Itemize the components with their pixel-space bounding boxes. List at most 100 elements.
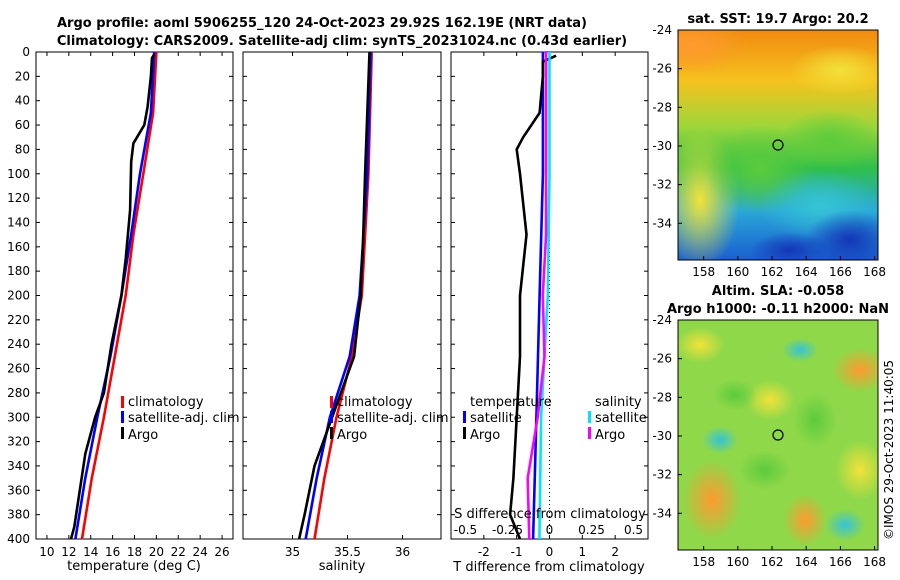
x-tick-label: 24 [193,545,208,559]
depth-tick-label: 20 [15,69,30,83]
depth-tick-label: 80 [15,142,30,156]
legend-label-satellite: satellite-adj. clim [128,411,240,426]
sst-map-title: sat. SST: 19.7 Argo: 20.2 [687,12,868,27]
depth-tick-label: 260 [7,362,30,376]
legend-label-s-satellite: satellite [595,411,647,426]
series-line-satellite-adj-clim [74,51,156,540]
temperature-plot: 10 12 14 16 18 20 22 24 26 [39,51,230,559]
legend-title-temperature: temperature [470,395,552,410]
map-y-tick-label: -30 [652,429,672,443]
legend-label-t-satellite: satellite [470,411,522,426]
series-line-climatology [80,51,158,540]
depth-tick-label: 380 [7,508,30,522]
sst-argo-marker [772,139,784,151]
legend-swatch-s-argo [588,427,591,439]
depth-tick-label: 240 [7,337,30,351]
temperature-legend: climatology satellite-adj. clim Argo [121,395,240,443]
sla-tick-labels: 158 160 162 164 166 168 -24 -26 -28 -30 -32 -34 [652,313,886,569]
series-line-temperature-argo [508,54,557,540]
legend-label-s-argo: Argo [595,428,625,443]
x-tick-label: 14 [83,545,98,559]
depth-tick-label: 360 [7,483,30,497]
map-x-tick-label: 168 [863,555,886,569]
x-tick-label: -1 [511,545,523,559]
depth-tick-label: 200 [7,289,30,303]
legend-swatch-satellite [121,411,124,423]
depth-tick-label: 60 [15,118,30,132]
legend-title-salinity: salinity [595,395,642,410]
map-x-tick-label: 158 [692,265,715,279]
legend-label-climatology: climatology [337,395,413,410]
map-x-tick-label: 168 [863,265,886,279]
x-tick-label: 2 [611,545,619,559]
map-y-tick-label: -34 [652,506,672,520]
series-line-argo [297,51,371,540]
map-x-tick-label: 164 [795,265,818,279]
depth-tick-label: 140 [7,215,30,229]
sla-heatmap [678,320,878,550]
x-tick-label: 20 [149,545,164,559]
x-tick-label: 18 [127,545,142,559]
legend-swatch-satellite [330,411,333,423]
depth-tick-label: 320 [7,435,30,449]
salinity-plot: 35 35.5 36 [285,51,410,559]
depth-tick-label: 300 [7,410,30,424]
map-y-tick-label: -32 [652,178,672,192]
legend-label-argo: Argo [337,428,367,443]
map-x-tick-label: 158 [692,555,715,569]
difference-x2label: S difference from climatology [454,507,646,522]
series-line-temperature-satellite [531,52,545,540]
legend-swatch-t-argo [463,427,466,439]
depth-tick-label: 0 [22,45,30,59]
depth-tick-label: 400 [7,532,30,546]
map-x-tick-label: 166 [829,555,852,569]
x-tick-label: 16 [105,545,120,559]
map-y-tick-label: -30 [652,139,672,153]
map-y-tick-label: -26 [652,352,672,366]
depth-tick-label: 220 [7,313,30,327]
x-tick-label: 0 [546,545,554,559]
depth-tick-label: 100 [7,167,30,181]
sst-tick-labels: 158 160 162 164 166 168 -24 -26 -28 -30 -32 -34 [652,23,886,279]
depth-tick-label: 180 [7,264,30,278]
legend-label-argo: Argo [128,428,158,443]
x-tick-label: 36 [395,545,410,559]
x-tick-label: 10 [39,545,54,559]
imos-credit: ©IMOS 29-Oct-2023 11:40:05 [882,360,896,540]
title-line-2: Climatology: CARS2009. Satellite-adj cli… [57,34,627,49]
depth-tick-label: 280 [7,386,30,400]
sla-map-title-2: Argo h1000: -0.11 h2000: NaN [667,302,889,317]
x-tick-label: 26 [214,545,229,559]
sla-argo-marker [772,429,784,441]
legend-label-climatology: climatology [128,395,204,410]
x2-tick-label: -0.5 [454,523,477,537]
x-tick-label: -2 [478,545,490,559]
legend-swatch-t-satellite [463,411,466,423]
x2-tick-label: 0 [546,523,554,537]
series-line-argo [69,53,156,540]
map-y-tick-label: -34 [652,216,672,230]
difference-plot: -0.5 -0.25 0 0.25 0.5-2 -1 0 1 2 [454,52,643,559]
salinity-xlabel: salinity [319,559,366,574]
sla-map-title-1: Altim. SLA: -0.058 [712,284,844,299]
map-x-tick-label: 162 [761,555,784,569]
legend-swatch-argo [121,427,124,439]
legend-swatch-climatology [330,396,333,408]
salinity-axes [242,51,442,540]
depth-tick-labels: 0 20 40 60 80 100 120 140 160 180 200 220 240 260 280 3… [7,45,648,546]
map-y-tick-label: -28 [652,390,672,404]
depth-tick-label: 340 [7,459,30,473]
legend-label-satellite: satellite-adj. clim [337,411,449,426]
map-y-tick-label: -32 [652,468,672,482]
sla-map-frame [677,319,879,551]
x-tick-label: 12 [61,545,76,559]
x-tick-label: 1 [579,545,587,559]
sst-heatmap [678,30,878,260]
legend-label-t-argo: Argo [470,428,500,443]
sst-map-frame [677,29,879,261]
salinity-legend: climatology satellite-adj. clim Argo [330,395,449,443]
x-tick-label: 35.5 [334,545,361,559]
depth-tick-label: 120 [7,191,30,205]
x2-tick-label: 0.25 [578,523,605,537]
depth-tick-label: 40 [15,94,30,108]
